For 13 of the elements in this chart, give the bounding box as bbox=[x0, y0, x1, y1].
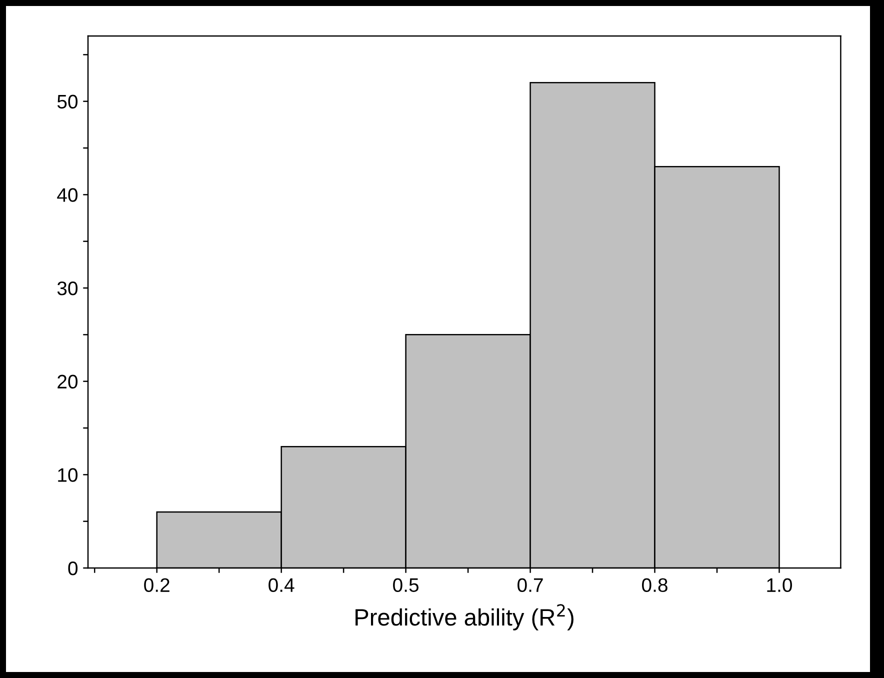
x-tick-label: 1.0 bbox=[767, 578, 792, 592]
x-tick-label: 0.4 bbox=[268, 578, 294, 592]
y-tick-label: 20 bbox=[58, 374, 78, 389]
y-tick-label: 30 bbox=[57, 281, 78, 296]
x-tick-label: 0.7 bbox=[518, 578, 543, 592]
y-tick-label: 50 bbox=[57, 94, 78, 109]
x-tick-label: 0.2 bbox=[144, 578, 170, 592]
y-tick-label: 0 bbox=[68, 561, 78, 576]
x-axis-title: Predictive ability (R$^{2}$) bbox=[356, 604, 574, 630]
y-tick-label: 40 bbox=[57, 188, 78, 202]
x-tick-label: 0.5 bbox=[393, 578, 419, 592]
y-tick-label: 10 bbox=[58, 468, 78, 482]
x-tick-label: 0.8 bbox=[642, 578, 668, 592]
